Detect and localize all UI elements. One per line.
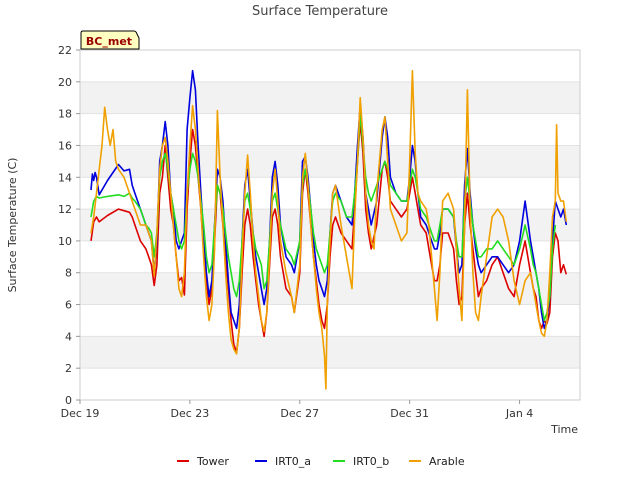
series-line-irt0-b [90, 112, 557, 322]
chart-title: Surface Temperature [252, 4, 388, 19]
y-tick-label: 0 [65, 394, 72, 407]
y-tick-label: 14 [58, 171, 72, 184]
y-axis-ticks: 0 2 4 6 8 10 12 14 16 18 20 22 [58, 44, 80, 407]
y-tick-label: 6 [65, 299, 72, 312]
legend-label: IRT0_b [353, 455, 389, 468]
y-tick-label: 18 [58, 108, 72, 121]
x-axis-ticks: Dec 19 Dec 23 Dec 27 Dec 31 Jan 4 [61, 400, 533, 420]
y-axis-label: Surface Temperature (C) [6, 158, 19, 293]
legend-label: Tower [196, 455, 229, 468]
y-tick-label: 20 [58, 76, 72, 89]
plot-area [79, 49, 581, 401]
x-axis-label: Time [550, 423, 578, 436]
x-tick-label: Dec 31 [390, 407, 429, 420]
y-tick-label: 16 [58, 139, 72, 152]
background-band [80, 272, 580, 305]
site-badge: BC_met [80, 30, 140, 50]
legend-label: IRT0_a [275, 455, 311, 468]
x-tick-label: Dec 23 [170, 407, 209, 420]
badge-label: BC_met [86, 35, 132, 48]
series-line-arable [90, 69, 568, 390]
legend: Tower IRT0_a IRT0_b Arable [177, 455, 465, 468]
background-band [80, 336, 580, 369]
y-tick-label: 22 [58, 44, 72, 57]
background-band [80, 81, 580, 114]
y-tick-label: 2 [65, 362, 72, 375]
series-line-irt0-a [90, 69, 568, 330]
y-tick-label: 12 [58, 203, 72, 216]
background-band [80, 145, 580, 178]
x-tick-label: Jan 4 [505, 407, 533, 420]
series-line-tower [90, 120, 568, 354]
y-tick-label: 4 [65, 330, 72, 343]
x-tick-label: Dec 19 [61, 407, 100, 420]
badge-box [80, 30, 140, 50]
y-tick-label: 10 [58, 235, 72, 248]
y-tick-label: 8 [65, 267, 72, 280]
x-tick-label: Dec 27 [280, 407, 319, 420]
legend-label: Arable [429, 455, 465, 468]
series-lines [90, 69, 568, 390]
